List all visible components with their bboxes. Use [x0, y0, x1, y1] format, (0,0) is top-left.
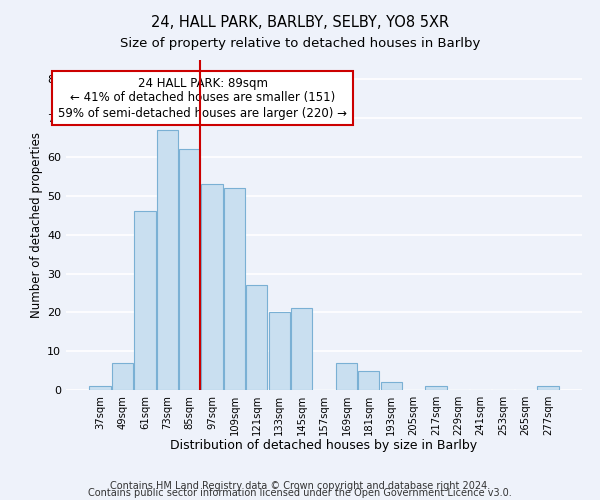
X-axis label: Distribution of detached houses by size in Barlby: Distribution of detached houses by size …: [170, 440, 478, 452]
Text: Contains public sector information licensed under the Open Government Licence v3: Contains public sector information licen…: [88, 488, 512, 498]
Text: 24 HALL PARK: 89sqm
← 41% of detached houses are smaller (151)
59% of semi-detac: 24 HALL PARK: 89sqm ← 41% of detached ho…: [58, 76, 347, 120]
Bar: [358, 370, 379, 390]
Bar: [380, 382, 402, 390]
Bar: [134, 212, 155, 390]
Bar: [425, 386, 446, 390]
Bar: [537, 386, 559, 390]
Y-axis label: Number of detached properties: Number of detached properties: [30, 132, 43, 318]
Bar: [179, 150, 200, 390]
Bar: [336, 363, 357, 390]
Bar: [112, 363, 133, 390]
Bar: [291, 308, 312, 390]
Bar: [246, 285, 268, 390]
Bar: [224, 188, 245, 390]
Bar: [269, 312, 290, 390]
Bar: [157, 130, 178, 390]
Bar: [89, 386, 111, 390]
Text: Size of property relative to detached houses in Barlby: Size of property relative to detached ho…: [120, 38, 480, 51]
Text: Contains HM Land Registry data © Crown copyright and database right 2024.: Contains HM Land Registry data © Crown c…: [110, 481, 490, 491]
Text: 24, HALL PARK, BARLBY, SELBY, YO8 5XR: 24, HALL PARK, BARLBY, SELBY, YO8 5XR: [151, 15, 449, 30]
Bar: [202, 184, 223, 390]
